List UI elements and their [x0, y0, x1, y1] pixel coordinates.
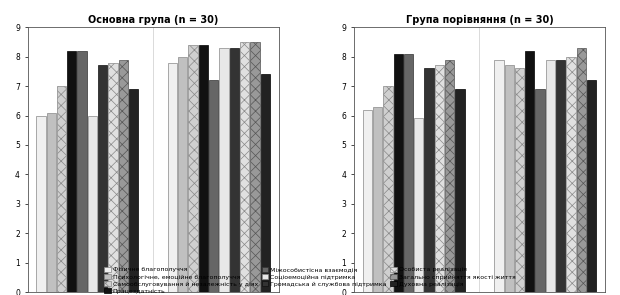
Bar: [404, 54, 413, 292]
Bar: [118, 60, 128, 292]
Bar: [219, 48, 229, 292]
Bar: [577, 48, 586, 292]
Bar: [209, 80, 218, 292]
Bar: [505, 65, 514, 292]
Bar: [67, 51, 76, 292]
Bar: [260, 74, 270, 292]
Bar: [525, 51, 534, 292]
Title: Основна група (n = 30): Основна група (n = 30): [88, 15, 218, 25]
Bar: [78, 51, 87, 292]
Bar: [425, 68, 434, 292]
Bar: [250, 42, 260, 292]
Bar: [37, 116, 45, 292]
Bar: [546, 60, 555, 292]
Bar: [566, 57, 575, 292]
Bar: [373, 107, 383, 292]
Bar: [414, 119, 423, 292]
Bar: [394, 54, 403, 292]
Bar: [98, 65, 107, 292]
Legend: Фізичне благополуччя, Психологічне, емоційне благополуччя, Самообслуговування й : Фізичне благополуччя, Психологічне, емоц…: [103, 266, 517, 295]
Bar: [199, 45, 208, 292]
Bar: [445, 60, 454, 292]
Bar: [494, 60, 503, 292]
Bar: [363, 110, 372, 292]
Title: Група порівняння (n = 30): Група порівняння (n = 30): [405, 15, 553, 25]
Bar: [229, 48, 239, 292]
Bar: [556, 60, 565, 292]
Bar: [240, 42, 249, 292]
Bar: [456, 89, 464, 292]
Bar: [108, 63, 118, 292]
Bar: [515, 68, 524, 292]
Bar: [178, 57, 187, 292]
Bar: [435, 65, 444, 292]
Bar: [129, 89, 138, 292]
Bar: [88, 116, 97, 292]
Bar: [383, 86, 392, 292]
Bar: [536, 89, 545, 292]
Bar: [188, 45, 198, 292]
Bar: [57, 86, 66, 292]
Bar: [587, 80, 596, 292]
Bar: [168, 63, 177, 292]
Bar: [46, 113, 56, 292]
